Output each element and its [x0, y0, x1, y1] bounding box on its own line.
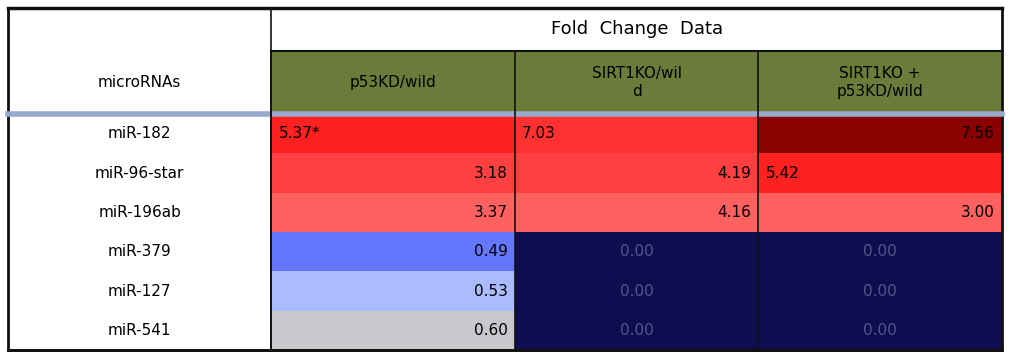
Bar — [272, 153, 515, 193]
Text: 4.16: 4.16 — [717, 205, 751, 220]
Bar — [8, 311, 272, 350]
Bar — [272, 232, 515, 271]
Text: miR-379: miR-379 — [108, 244, 172, 259]
Text: 4.19: 4.19 — [717, 165, 751, 180]
Text: 0.00: 0.00 — [620, 323, 653, 338]
Text: miR-127: miR-127 — [108, 284, 172, 299]
Bar — [272, 271, 515, 311]
Bar — [272, 193, 515, 232]
Bar — [272, 51, 515, 114]
Bar — [272, 8, 1002, 51]
Text: 0.00: 0.00 — [864, 323, 897, 338]
Bar — [8, 193, 272, 232]
Text: 0.53: 0.53 — [474, 284, 508, 299]
Bar — [759, 311, 1002, 350]
Bar — [515, 114, 759, 153]
Text: 0.60: 0.60 — [474, 323, 508, 338]
Text: 0.49: 0.49 — [474, 244, 508, 259]
Text: miR-182: miR-182 — [108, 126, 172, 141]
Text: 0.00: 0.00 — [864, 284, 897, 299]
Text: SIRT1KO/wil
d: SIRT1KO/wil d — [592, 66, 682, 99]
Bar — [515, 51, 759, 114]
Bar — [759, 153, 1002, 193]
Text: miR-196ab: miR-196ab — [98, 205, 181, 220]
Bar — [515, 193, 759, 232]
Text: 0.00: 0.00 — [620, 244, 653, 259]
Text: 3.18: 3.18 — [474, 165, 508, 180]
Bar — [272, 114, 515, 153]
Bar — [272, 311, 515, 350]
Bar — [759, 232, 1002, 271]
Text: 5.42: 5.42 — [766, 165, 799, 180]
Text: 3.00: 3.00 — [962, 205, 995, 220]
Text: 0.00: 0.00 — [864, 244, 897, 259]
Bar — [8, 153, 272, 193]
Bar — [8, 51, 272, 114]
Bar — [515, 271, 759, 311]
Bar — [759, 271, 1002, 311]
Bar — [8, 232, 272, 271]
Bar — [8, 114, 272, 153]
Text: miR-96-star: miR-96-star — [95, 165, 185, 180]
Text: SIRT1KO +
p53KD/wild: SIRT1KO + p53KD/wild — [837, 66, 923, 99]
Bar — [8, 271, 272, 311]
Text: 7.56: 7.56 — [962, 126, 995, 141]
Text: 7.03: 7.03 — [522, 126, 556, 141]
Text: 0.00: 0.00 — [620, 284, 653, 299]
Bar — [759, 114, 1002, 153]
Text: microRNAs: microRNAs — [98, 75, 182, 90]
Bar — [515, 311, 759, 350]
Bar — [515, 232, 759, 271]
Bar — [759, 51, 1002, 114]
Text: 3.37: 3.37 — [474, 205, 508, 220]
Text: p53KD/wild: p53KD/wild — [349, 75, 436, 90]
Bar — [759, 193, 1002, 232]
Bar — [515, 153, 759, 193]
Bar — [8, 8, 272, 51]
Text: miR-541: miR-541 — [108, 323, 172, 338]
Text: 5.37*: 5.37* — [279, 126, 320, 141]
Text: Fold  Change  Data: Fold Change Data — [550, 20, 723, 38]
